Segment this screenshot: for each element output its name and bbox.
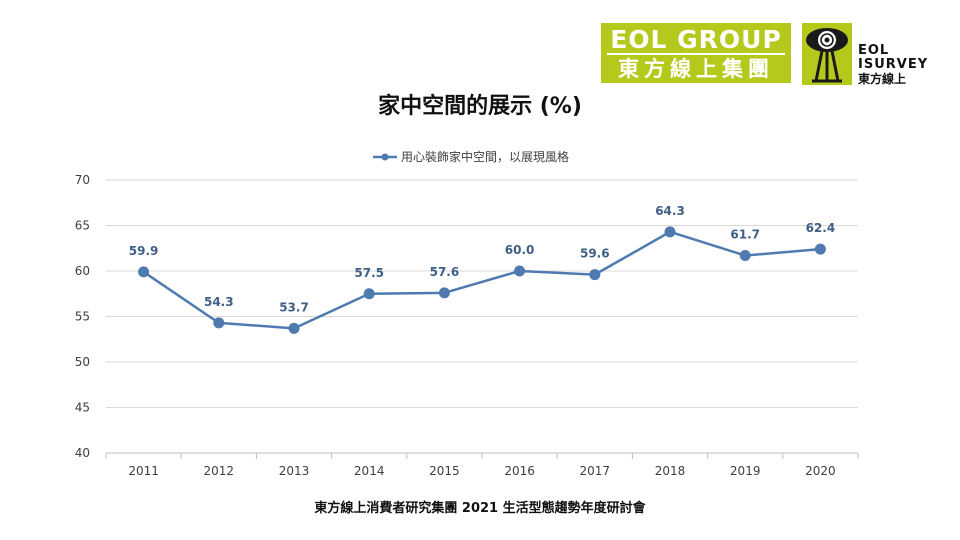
x-tick-label: 2011 bbox=[128, 464, 159, 478]
eol-isurvey-line3: 東方線上 bbox=[858, 72, 907, 86]
data-point bbox=[363, 288, 375, 300]
legend-marker bbox=[381, 153, 389, 161]
y-tick-label: 65 bbox=[75, 219, 90, 233]
x-tick-label: 2018 bbox=[655, 464, 686, 478]
data-label: 64.3 bbox=[655, 204, 685, 218]
x-tick-label: 2016 bbox=[504, 464, 535, 478]
data-point bbox=[664, 226, 676, 238]
x-tick-label: 2013 bbox=[279, 464, 310, 478]
data-point bbox=[589, 269, 601, 281]
y-tick-label: 45 bbox=[75, 401, 90, 415]
eol-isurvey-logo: EOL ISURVEY 東方線上 bbox=[858, 43, 948, 87]
data-label: 61.7 bbox=[730, 228, 760, 242]
data-label: 60.0 bbox=[505, 243, 535, 257]
eol-isurvey-line1: EOL bbox=[858, 43, 890, 58]
eol-group-logo-text: EOL GROUP bbox=[610, 25, 782, 54]
footer-caption: 東方線上消費者研究集團 2021 生活型態趨勢年度研討會 bbox=[314, 501, 646, 516]
x-tick-label: 2015 bbox=[429, 464, 460, 478]
data-point bbox=[739, 250, 751, 262]
data-point bbox=[138, 266, 150, 278]
chart-title: 家中空間的展示 (%) bbox=[378, 94, 582, 119]
logo-divider bbox=[607, 53, 785, 55]
y-tick-label: 60 bbox=[75, 264, 90, 278]
data-label: 57.5 bbox=[354, 266, 384, 280]
x-tick-label: 2014 bbox=[354, 464, 385, 478]
y-tick-label: 50 bbox=[75, 355, 90, 369]
x-tick-label: 2017 bbox=[580, 464, 611, 478]
x-tick-label: 2012 bbox=[204, 464, 235, 478]
legend-label: 用心裝飾家中空間，以展現風格 bbox=[401, 149, 569, 164]
y-tick-label: 40 bbox=[75, 446, 90, 460]
data-point bbox=[438, 287, 450, 299]
y-tick-label: 70 bbox=[75, 173, 90, 187]
data-point bbox=[213, 317, 225, 329]
data-label: 59.6 bbox=[580, 247, 610, 261]
eol-isurvey-line2: ISURVEY bbox=[858, 57, 929, 72]
data-label: 53.7 bbox=[279, 300, 309, 314]
data-point bbox=[288, 322, 300, 334]
y-tick-label: 55 bbox=[75, 310, 90, 324]
data-point bbox=[814, 243, 826, 255]
eol-group-logo-chinese: 東方線上集團 bbox=[618, 57, 774, 81]
data-label: 59.9 bbox=[129, 244, 159, 258]
eol-isurvey-mark-icon bbox=[802, 23, 852, 85]
data-label: 62.4 bbox=[806, 221, 836, 235]
x-tick-label: 2019 bbox=[730, 464, 761, 478]
data-point bbox=[514, 265, 526, 277]
data-label: 57.6 bbox=[430, 265, 460, 279]
x-tick-label: 2020 bbox=[805, 464, 836, 478]
data-label: 54.3 bbox=[204, 295, 234, 309]
eol-group-logo: EOL GROUP 東方線上集團 bbox=[601, 23, 791, 83]
series-line bbox=[142, 230, 821, 330]
